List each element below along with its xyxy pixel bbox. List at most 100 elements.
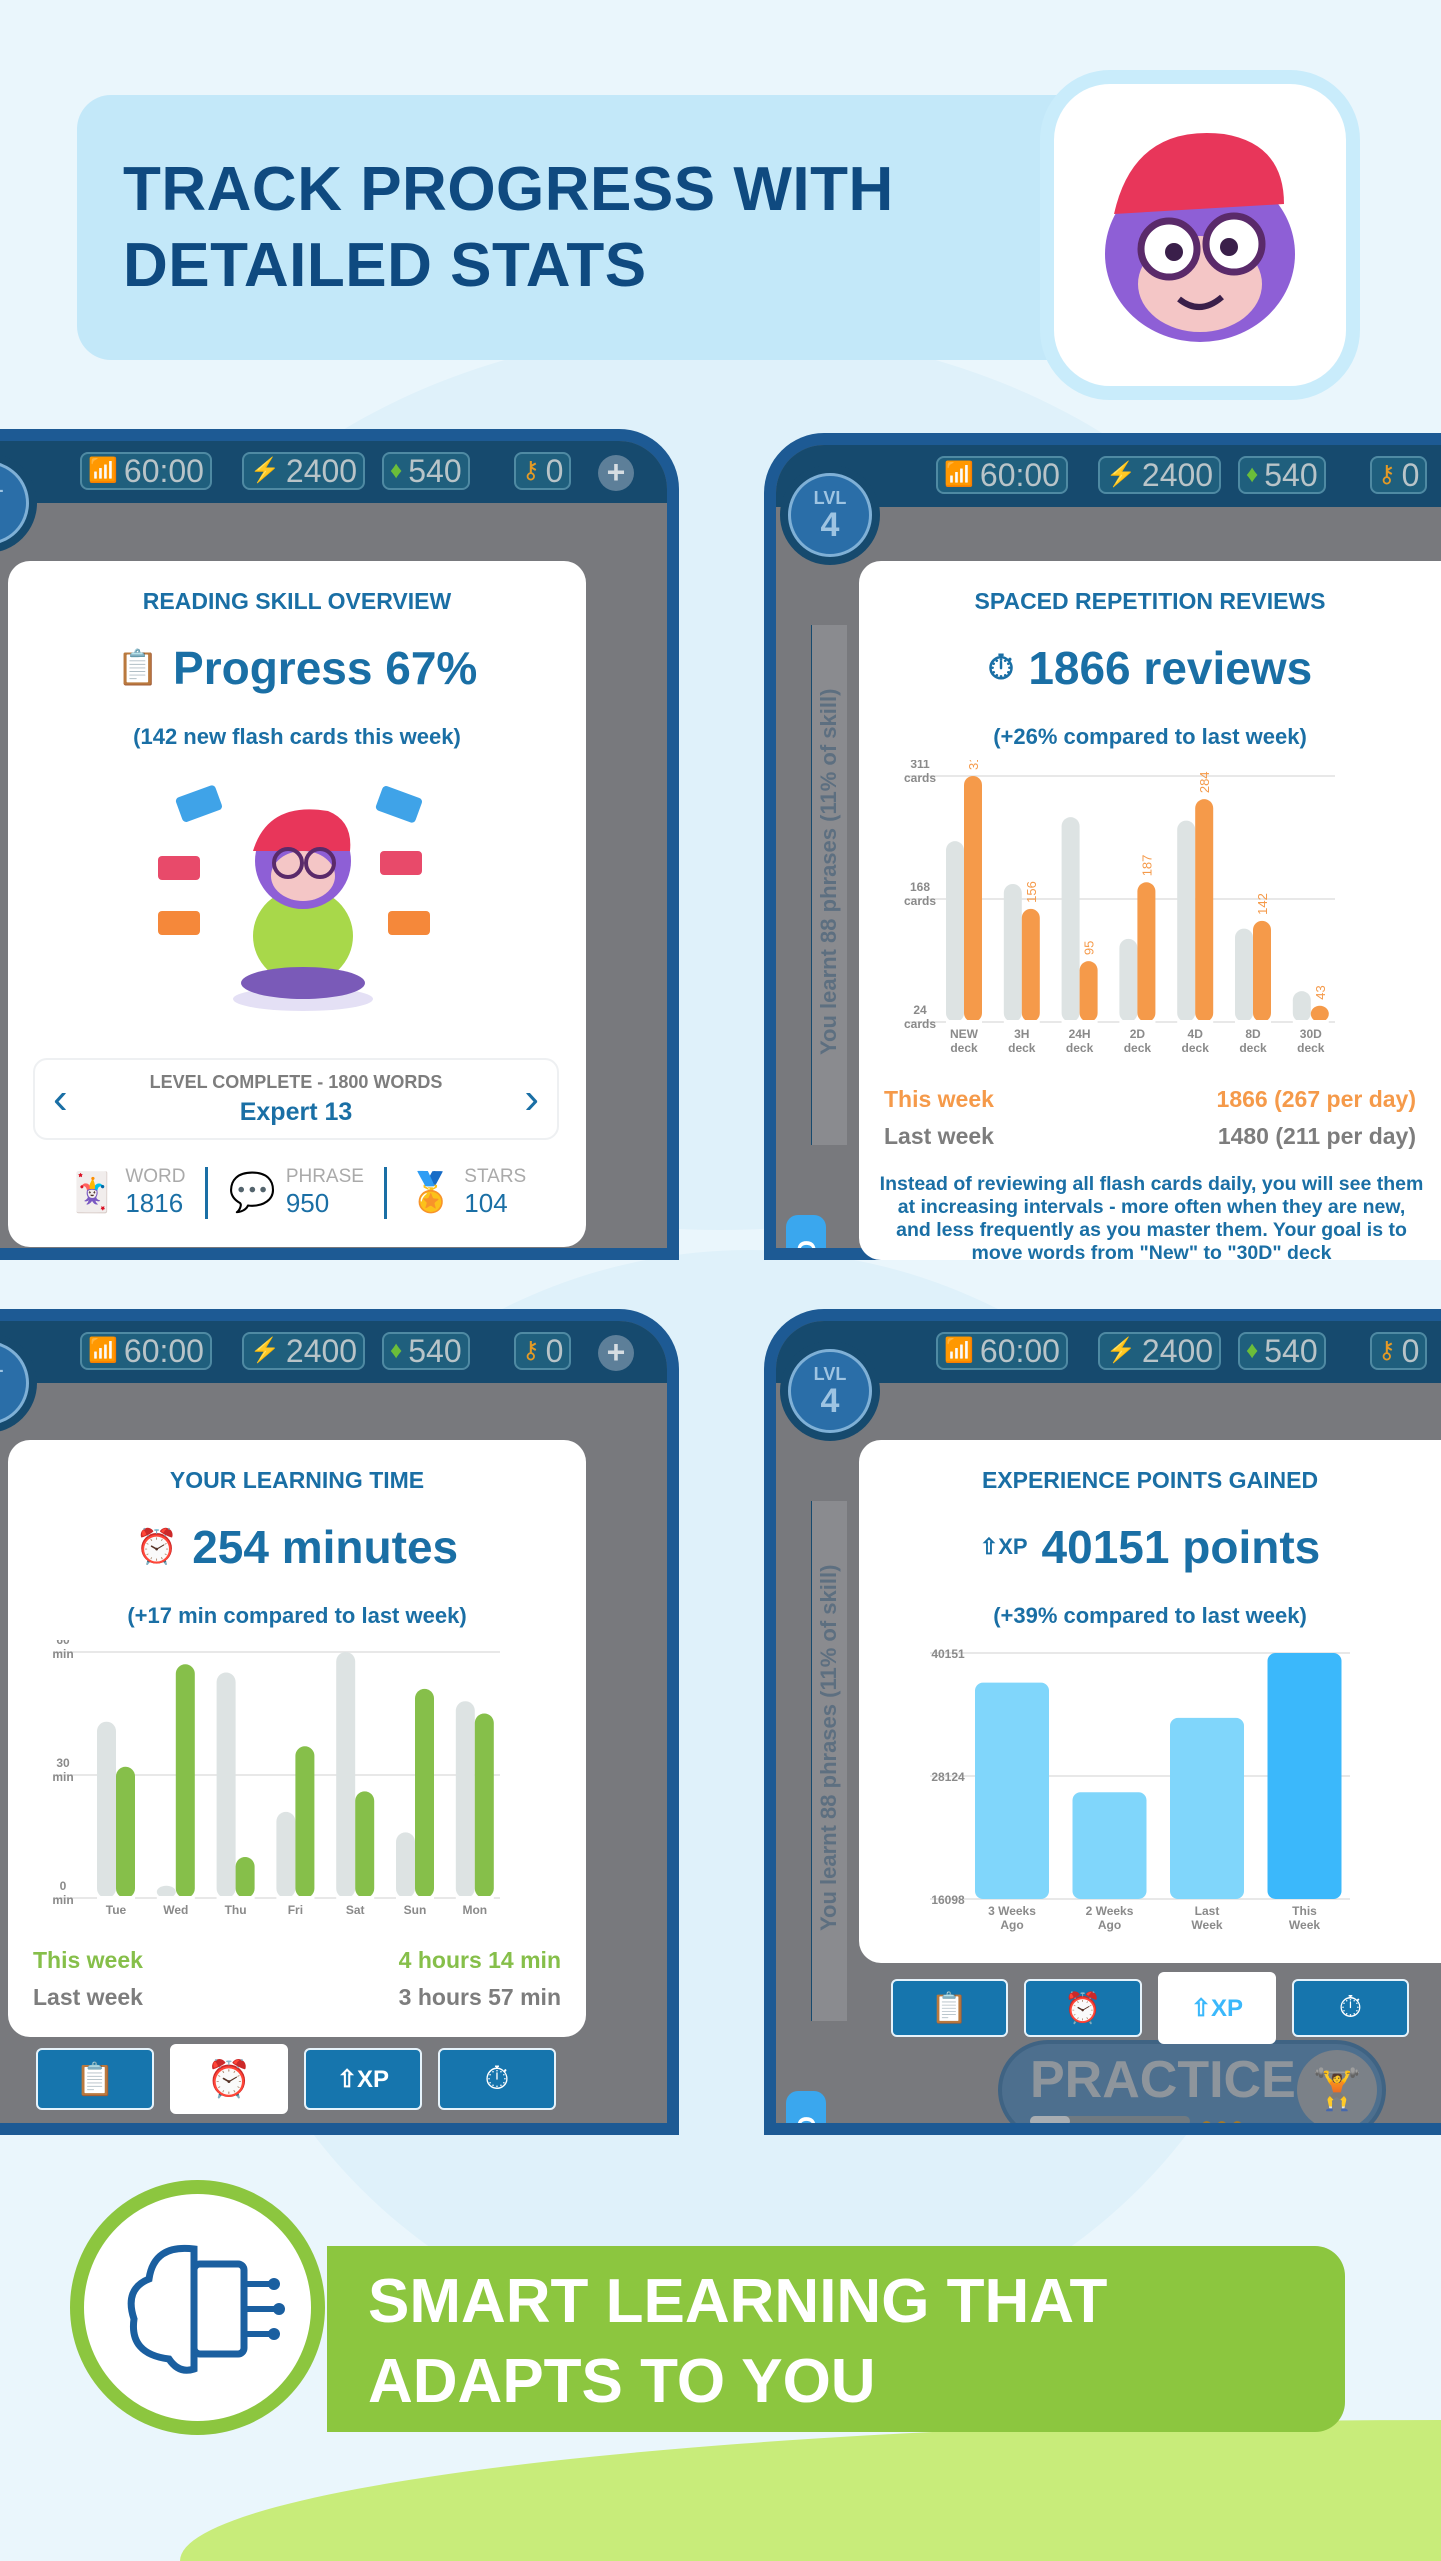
bar-last-week — [1235, 928, 1253, 1022]
bar — [1267, 1653, 1342, 1899]
stat-stars: 🏅 STARS 104 — [407, 1166, 526, 1219]
gem-icon: ♦ — [390, 457, 403, 484]
tab-overview[interactable]: 📋 — [891, 1979, 1008, 2037]
tab-xp[interactable]: ⇧XP — [1158, 1972, 1276, 2044]
bar-value-label: 156 — [1024, 881, 1039, 903]
bar-base — [276, 1896, 315, 1900]
chevron-left-icon[interactable]: ‹ — [53, 1074, 68, 1123]
bar-base — [1003, 1020, 1040, 1024]
card-subtitle: (+39% compared to last week) — [993, 1603, 1307, 1628]
tab-time[interactable]: ⏰ — [1024, 1979, 1142, 2037]
meditating-monkey-illustration — [158, 785, 430, 1011]
energy-pill: ⚡ 2400 — [242, 1332, 366, 1370]
level-name: Expert 13 — [239, 1098, 353, 1126]
x-tick-label: deck — [1008, 1041, 1036, 1055]
x-tick-label: deck — [1124, 1041, 1152, 1055]
wifi-icon: 📶 — [944, 461, 974, 488]
plus-icon[interactable]: + — [598, 455, 634, 491]
bar-this-week — [235, 1857, 255, 1898]
ad-tab[interactable]: AD — [786, 2091, 826, 2123]
level-selector: ‹ › LEVEL COMPLETE - 1800 WORDS Expert 1… — [33, 1058, 559, 1140]
x-tick-label: Mon — [462, 1903, 487, 1917]
bar-base — [396, 1896, 434, 1900]
bar-last-week — [946, 841, 964, 1022]
bar-last-week — [156, 1885, 176, 1898]
clock-alert-icon: ⏱ — [484, 2060, 510, 2096]
x-tick-label: Week — [1289, 1918, 1320, 1932]
x-tick-label: 8D — [1245, 1027, 1261, 1041]
stat-value: 950 — [285, 1188, 330, 1218]
x-tick-label: Tue — [106, 1903, 127, 1917]
report-icon: 📋 — [116, 649, 160, 687]
bar-this-week — [964, 776, 982, 1022]
keys-pill: ⚷ 0 — [514, 452, 572, 490]
stat-value: 1816 — [125, 1188, 184, 1218]
tab-xp[interactable]: ⇧XP — [304, 2048, 422, 2110]
lightning-icon: ⚡ — [250, 457, 280, 484]
practice-progress — [1030, 2116, 1190, 2123]
clock-alert-icon: ⏱ — [1338, 1991, 1363, 2024]
tab-reviews[interactable]: ⏱ — [438, 2048, 556, 2110]
tab-time[interactable]: ⏰ — [170, 2044, 288, 2114]
footer-title: SMART LEARNING THAT ADAPTS TO YOU — [368, 2262, 1107, 2422]
energy-pill: ⚡ 2400 — [242, 452, 366, 490]
x-tick-label: This — [1292, 1904, 1317, 1918]
x-tick-label: Wed — [163, 1903, 188, 1917]
plus-icon[interactable]: + — [598, 1335, 634, 1371]
key-icon: ⚷ — [1378, 1337, 1396, 1364]
xp-arrow-icon: ⇧XP — [1190, 1994, 1244, 2022]
bar-this-week — [415, 1688, 434, 1898]
bar-value-label: 43 — [1313, 985, 1328, 999]
report-icon: 📋 — [75, 2061, 115, 2097]
bar-value-label: 187 — [1139, 855, 1154, 877]
x-tick-label: Thu — [225, 1903, 247, 1917]
xp-headline: ⇧XP 40151 points — [979, 1521, 1321, 1573]
tab-overview[interactable]: 📋 — [36, 2048, 154, 2110]
practice-button[interactable]: PRACTICE ●●● 🏋 — [998, 2040, 1386, 2123]
x-tick-label: NEW — [950, 1027, 979, 1041]
ad-tab[interactable]: AD — [786, 1215, 826, 1248]
y-tick-label: 30 min — [52, 1756, 73, 1784]
x-tick-label: Ago — [1098, 1918, 1121, 1932]
footer-banner — [327, 2246, 1345, 2432]
gems-pill: ♦ 540 — [382, 452, 470, 490]
practice-progress-fill — [1030, 2116, 1070, 2123]
legend-last-week: Last week 3 hours 57 min — [33, 1984, 561, 2010]
key-icon: ⚷ — [522, 457, 540, 484]
bar-this-week — [1310, 1005, 1329, 1022]
x-tick-label: Fri — [288, 1903, 303, 1917]
chevron-right-icon[interactable]: › — [524, 1074, 539, 1123]
timer-pill: 📶 60:00 — [936, 456, 1068, 494]
card-subtitle: (+17 min compared to last week) — [127, 1603, 467, 1628]
x-tick-label: 30D — [1300, 1027, 1322, 1041]
card-title: EXPERIENCE POINTS GAINED — [981, 1467, 1319, 1493]
xp-card: EXPERIENCE POINTS GAINED ⇧XP 40151 points… — [859, 1440, 1441, 1963]
y-tick-label: 0 min — [52, 1879, 73, 1907]
x-tick-label: 2D — [1130, 1027, 1146, 1041]
lightning-icon: ⚡ — [1106, 1337, 1136, 1364]
bar-last-week — [1177, 820, 1196, 1022]
bar-this-week — [474, 1713, 494, 1898]
keys-pill: ⚷ 0 — [1370, 456, 1428, 494]
decorative-hill — [180, 2420, 1441, 2561]
legend-this-week: This week 1866 (267 per day) — [884, 1086, 1416, 1112]
y-tick-label: 311 cards — [904, 760, 936, 785]
x-tick-label: 4D — [1188, 1027, 1204, 1041]
gems-pill: ♦ 540 — [1238, 1332, 1326, 1370]
bar-value-label: 95 — [1082, 941, 1097, 955]
medal-icon: 🏅 — [406, 1171, 455, 1214]
x-tick-label: Sun — [404, 1903, 427, 1917]
bar-last-week — [336, 1652, 356, 1898]
brain-chip-icon — [127, 2244, 285, 2374]
gem-icon: ♦ — [1246, 1337, 1259, 1364]
y-tick-label: 24 cards — [904, 1003, 936, 1031]
alarm-clock-icon: ⏰ — [1064, 1991, 1102, 2025]
bar-this-week — [355, 1791, 375, 1898]
divider — [205, 1166, 209, 1219]
footer-line-2: ADAPTS TO YOU — [368, 2347, 876, 2416]
bar — [1072, 1792, 1147, 1899]
y-tick-label: 40151 — [931, 1647, 965, 1661]
tab-reviews[interactable]: ⏱ — [1292, 1979, 1409, 2037]
